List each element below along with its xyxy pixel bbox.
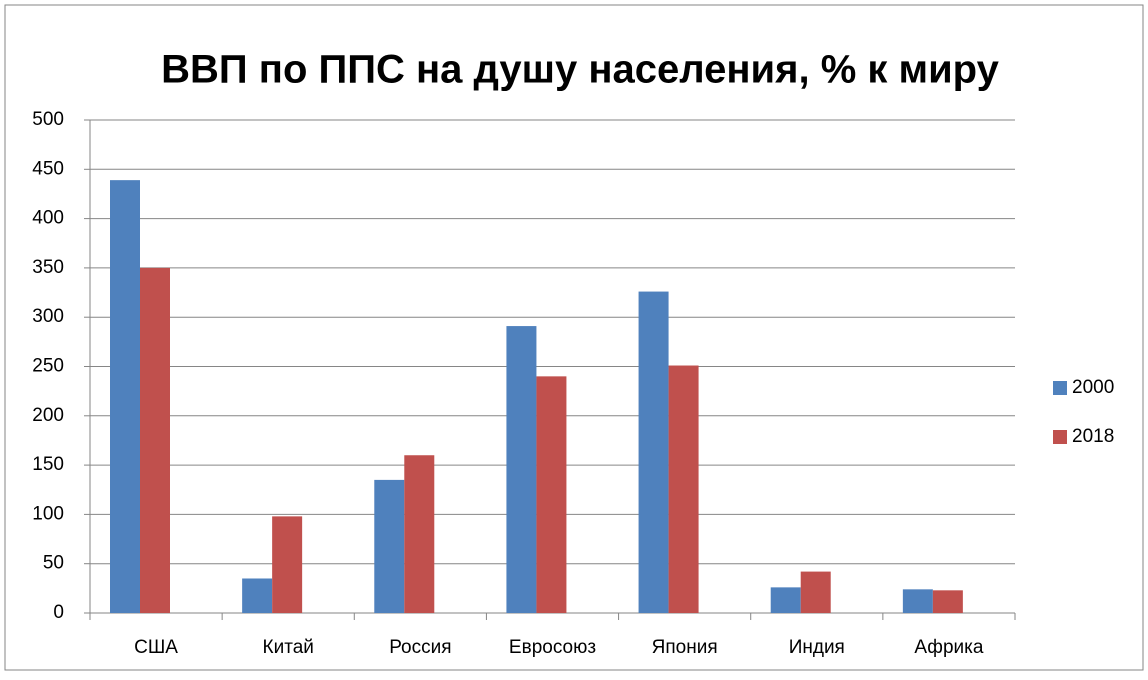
legend-label: 2018 xyxy=(1072,426,1114,447)
chart-frame xyxy=(4,4,1144,671)
bar xyxy=(902,589,933,613)
bar xyxy=(374,479,405,613)
legend-swatch xyxy=(1053,381,1067,395)
bar xyxy=(506,326,537,613)
x-tick-label: США xyxy=(134,637,178,658)
x-tick-label: Япония xyxy=(652,637,718,658)
y-tick-label: 300 xyxy=(32,306,64,327)
bar xyxy=(770,587,801,613)
y-tick-label: 350 xyxy=(32,257,64,278)
bar xyxy=(638,291,669,613)
bar xyxy=(140,267,170,613)
y-tick-label: 450 xyxy=(32,158,64,179)
bar xyxy=(272,516,303,613)
y-tick-label: 50 xyxy=(43,553,64,574)
y-tick-label: 150 xyxy=(32,454,64,475)
y-tick-label: 0 xyxy=(53,602,64,623)
legend-swatch xyxy=(1053,430,1067,444)
bar xyxy=(242,578,273,613)
x-tick-label: Китай xyxy=(263,637,314,658)
y-tick-label: 100 xyxy=(32,503,64,524)
y-tick-label: 200 xyxy=(32,405,64,426)
y-tick-label: 400 xyxy=(32,208,64,229)
bar xyxy=(536,376,567,613)
y-tick-label: 500 xyxy=(32,109,64,130)
x-tick-label: Индия xyxy=(789,637,845,658)
x-tick-label: Евросоюз xyxy=(509,637,596,658)
x-tick-label: Россия xyxy=(389,637,451,658)
y-tick-label: 250 xyxy=(32,356,64,377)
bar xyxy=(932,590,963,613)
bar xyxy=(110,180,140,613)
bar xyxy=(668,365,699,613)
chart-title: ВВП по ППС на душу населения, % к миру xyxy=(161,48,999,92)
bar xyxy=(800,571,831,613)
legend-label: 2000 xyxy=(1072,377,1114,398)
bar xyxy=(404,455,435,613)
x-tick-label: Африка xyxy=(914,637,983,658)
